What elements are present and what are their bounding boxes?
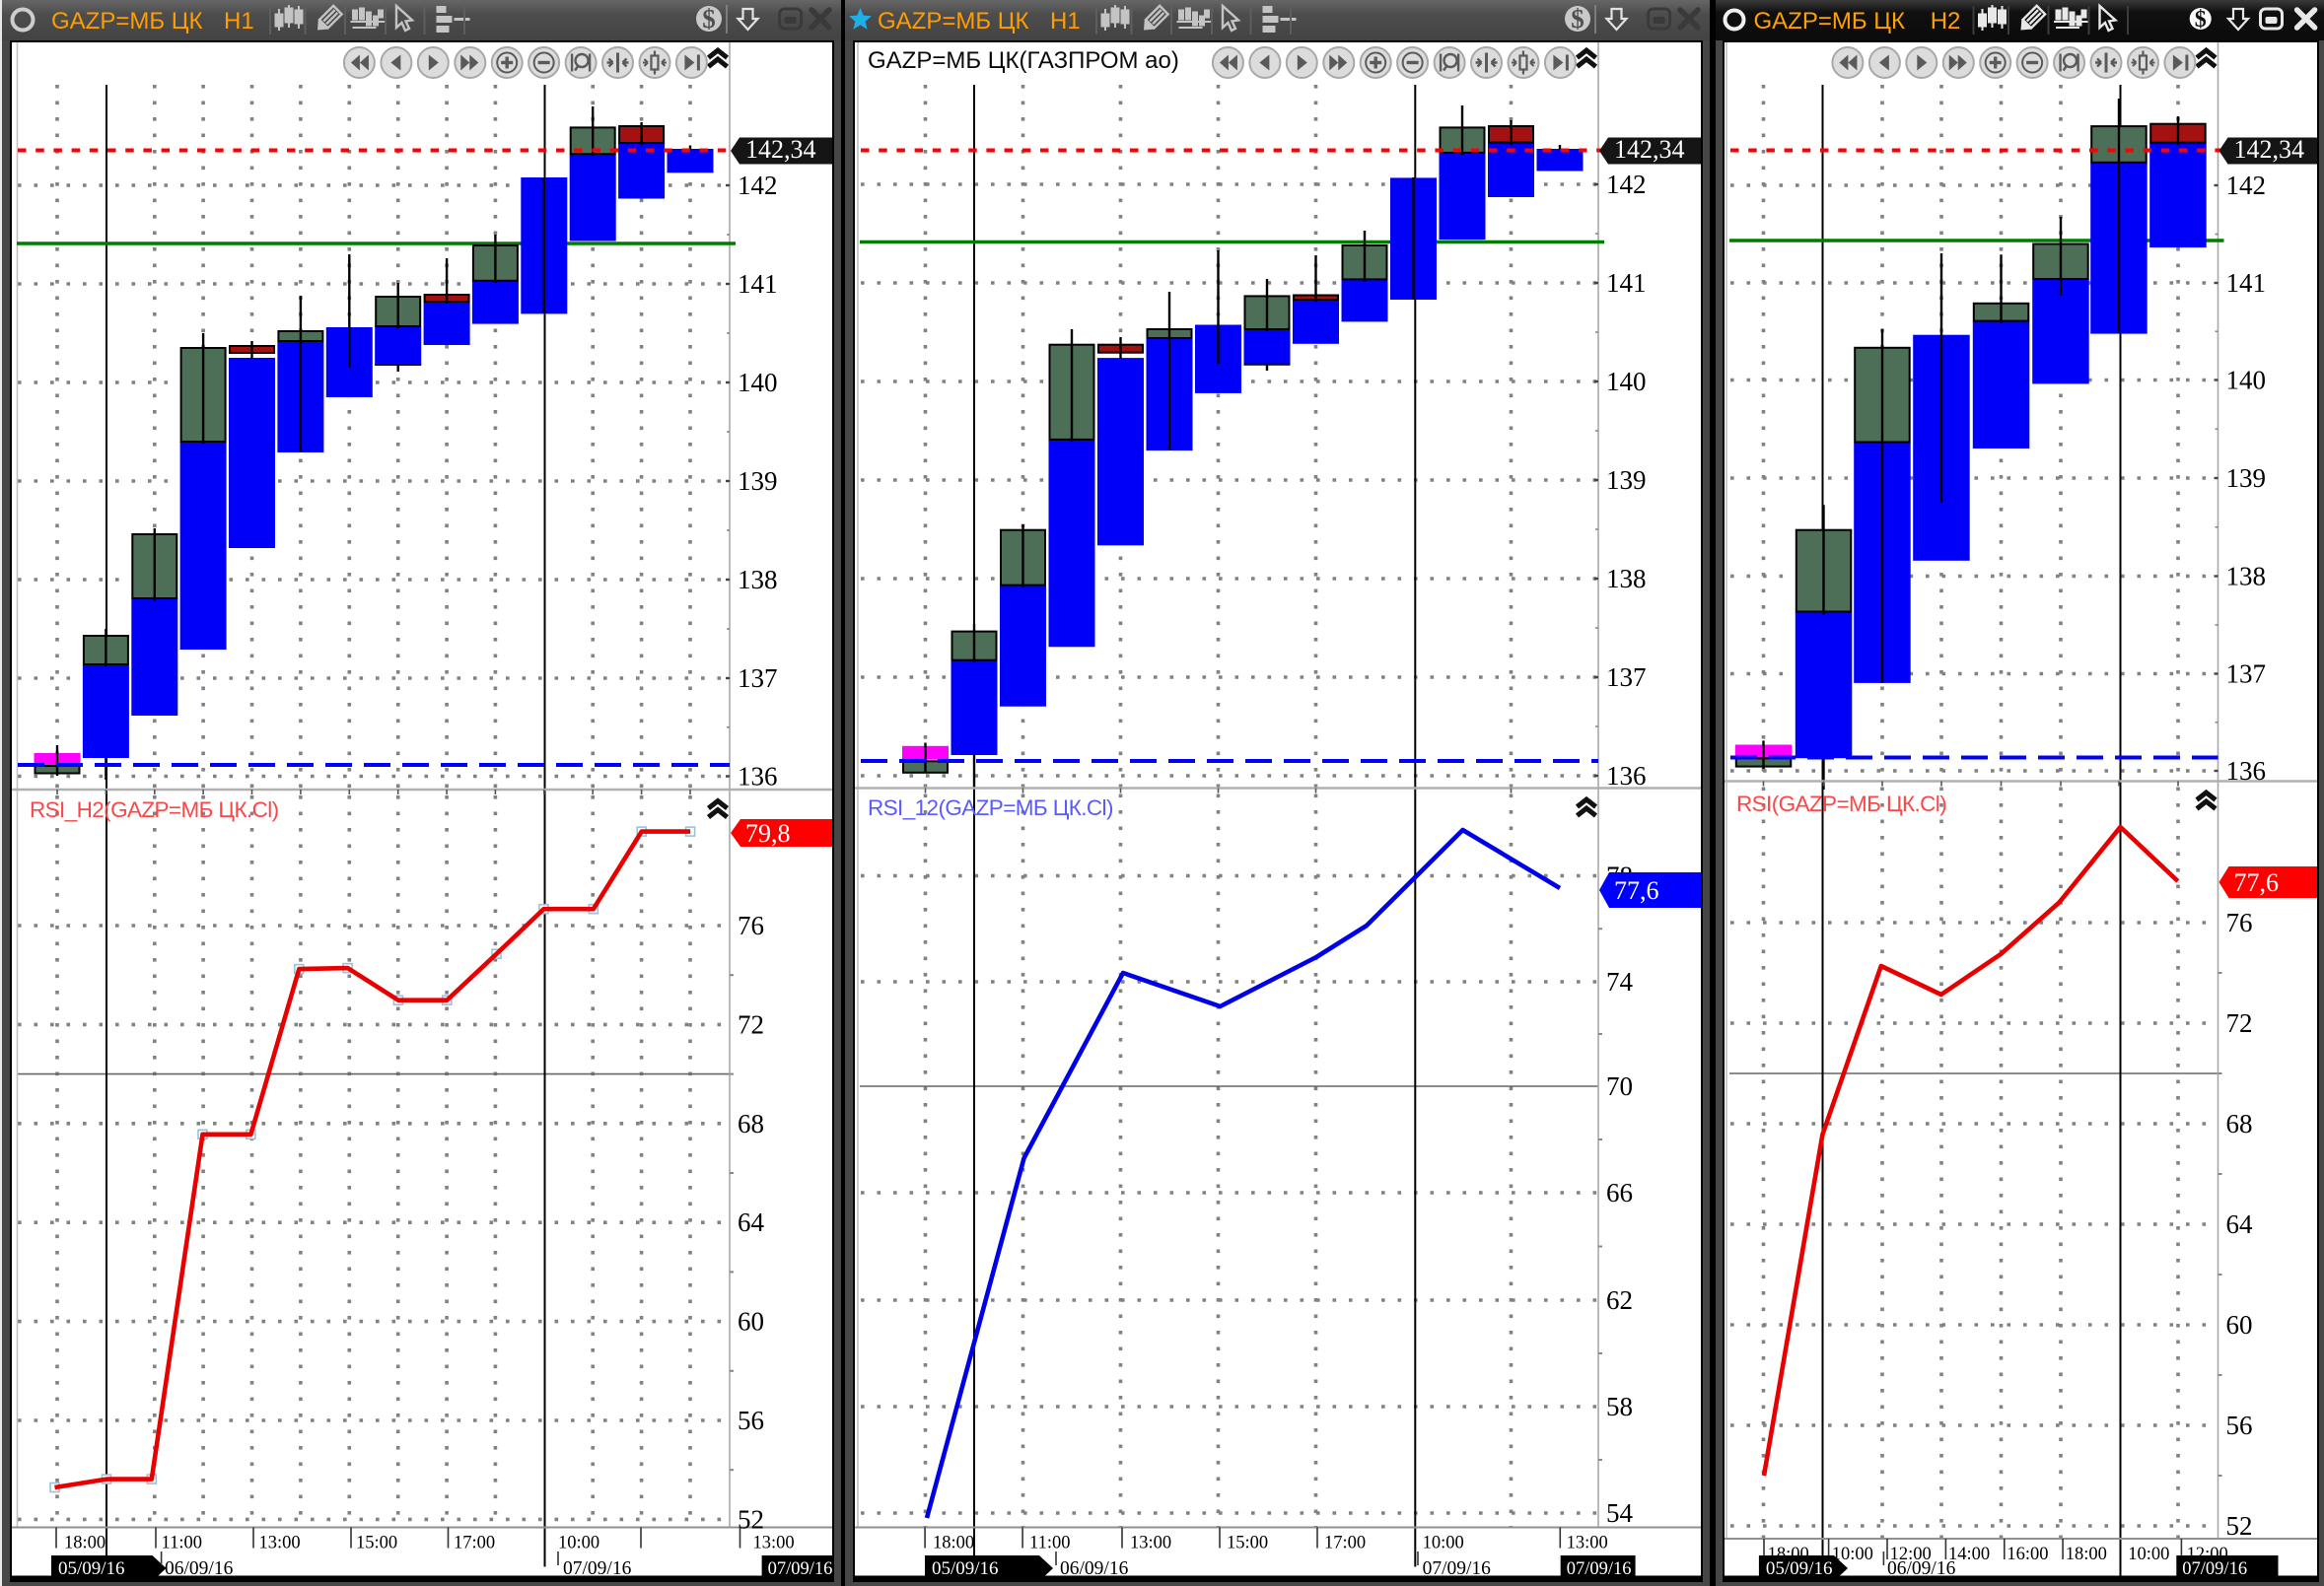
svg-text:GAZP=МБ ЦК: GAZP=МБ ЦК <box>878 8 1029 34</box>
svg-text:76: 76 <box>2226 908 2253 937</box>
svg-text:GAZP=МБ ЦК: GAZP=МБ ЦК <box>51 8 203 34</box>
svg-text:52: 52 <box>2226 1511 2253 1541</box>
svg-text:16:00: 16:00 <box>2007 1545 2048 1564</box>
svg-text:07/09/16: 07/09/16 <box>1423 1558 1492 1579</box>
svg-text:52: 52 <box>738 1504 764 1534</box>
svg-text:77,6: 77,6 <box>2234 868 2280 897</box>
svg-text:60: 60 <box>2226 1310 2253 1340</box>
svg-text:05/09/16: 05/09/16 <box>1766 1558 1833 1579</box>
svg-text:RSI_12(GAZP=МБ ЦК.Cl): RSI_12(GAZP=МБ ЦК.Cl) <box>868 795 1113 820</box>
svg-text:10:00: 10:00 <box>1832 1545 1873 1564</box>
svg-text:142,34: 142,34 <box>2234 135 2305 164</box>
svg-text:17:00: 17:00 <box>1324 1534 1366 1553</box>
svg-text:07/09/16: 07/09/16 <box>2182 1559 2247 1579</box>
svg-text:12:00: 12:00 <box>1890 1545 1932 1564</box>
svg-text:$: $ <box>2195 7 2207 33</box>
svg-text:139: 139 <box>738 466 778 496</box>
svg-text:137: 137 <box>2226 659 2267 689</box>
svg-text:07/09/16: 07/09/16 <box>563 1558 632 1579</box>
svg-text:11:00: 11:00 <box>1029 1534 1070 1553</box>
svg-text:17:00: 17:00 <box>454 1534 495 1553</box>
svg-text:72: 72 <box>738 1009 764 1039</box>
svg-text:15:00: 15:00 <box>356 1534 397 1553</box>
svg-text:H2: H2 <box>1931 8 1961 34</box>
svg-text:10:00: 10:00 <box>558 1534 599 1553</box>
svg-text:54: 54 <box>1606 1498 1634 1528</box>
svg-text:140: 140 <box>738 368 778 397</box>
svg-text:13:00: 13:00 <box>259 1534 301 1553</box>
svg-text:$: $ <box>1571 4 1585 34</box>
svg-text:07/09/16: 07/09/16 <box>768 1559 832 1579</box>
svg-text:05/09/16: 05/09/16 <box>932 1558 999 1579</box>
svg-text:137: 137 <box>738 663 778 693</box>
svg-text:79,8: 79,8 <box>745 819 791 848</box>
svg-text:13:00: 13:00 <box>1567 1534 1608 1553</box>
svg-text:11:00: 11:00 <box>162 1534 202 1553</box>
svg-text:68: 68 <box>738 1109 764 1138</box>
svg-text:141: 141 <box>1606 268 1647 298</box>
svg-text:58: 58 <box>1606 1392 1633 1421</box>
svg-text:138: 138 <box>2226 562 2267 591</box>
svg-text:13:00: 13:00 <box>753 1534 795 1553</box>
svg-text:142,34: 142,34 <box>1614 135 1685 164</box>
svg-text:141: 141 <box>2226 268 2267 298</box>
svg-text:RSI(GAZP=МБ ЦК.Cl): RSI(GAZP=МБ ЦК.Cl) <box>1736 792 1946 816</box>
svg-text:18:00: 18:00 <box>933 1534 974 1553</box>
svg-text:GAZP=МБ ЦК(ГАЗПРОМ ао): GAZP=МБ ЦК(ГАЗПРОМ ао) <box>868 47 1179 74</box>
svg-text:142: 142 <box>1606 170 1647 199</box>
svg-text:06/09/16: 06/09/16 <box>165 1558 234 1579</box>
svg-text:72: 72 <box>2226 1008 2253 1038</box>
svg-text:136: 136 <box>1606 761 1647 791</box>
svg-text:H1: H1 <box>224 8 254 34</box>
svg-text:74: 74 <box>1606 967 1634 997</box>
svg-text:76: 76 <box>738 911 764 940</box>
svg-text:14:00: 14:00 <box>1948 1545 1990 1564</box>
svg-text:56: 56 <box>2226 1411 2253 1440</box>
svg-text:$: $ <box>702 4 716 34</box>
svg-text:77,6: 77,6 <box>1614 876 1659 905</box>
svg-text:136: 136 <box>2226 756 2267 786</box>
svg-text:70: 70 <box>1606 1071 1633 1101</box>
svg-text:64: 64 <box>738 1207 765 1237</box>
svg-text:142: 142 <box>2226 171 2267 200</box>
svg-text:66: 66 <box>1606 1178 1633 1207</box>
svg-text:137: 137 <box>1606 662 1647 692</box>
svg-text:68: 68 <box>2226 1109 2253 1138</box>
svg-text:142: 142 <box>738 171 778 200</box>
svg-text:139: 139 <box>2226 463 2267 493</box>
svg-text:18:00: 18:00 <box>2066 1545 2107 1564</box>
svg-text:62: 62 <box>1606 1285 1633 1315</box>
svg-text:138: 138 <box>1606 564 1647 593</box>
svg-text:06/09/16: 06/09/16 <box>1060 1558 1129 1579</box>
svg-text:GAZP=МБ ЦК: GAZP=МБ ЦК <box>1754 8 1906 34</box>
svg-text:06/09/16: 06/09/16 <box>1887 1558 1956 1579</box>
svg-text:H1: H1 <box>1050 8 1081 34</box>
svg-text:13:00: 13:00 <box>1130 1534 1171 1553</box>
svg-text:60: 60 <box>738 1307 764 1337</box>
svg-text:136: 136 <box>738 762 778 792</box>
svg-text:142,34: 142,34 <box>745 135 816 164</box>
svg-text:18:00: 18:00 <box>64 1534 106 1553</box>
svg-text:10:00: 10:00 <box>2128 1545 2169 1564</box>
svg-text:15:00: 15:00 <box>1227 1534 1268 1553</box>
svg-text:140: 140 <box>2226 366 2267 395</box>
svg-text:RSI_H2(GAZP=МБ ЦК.Cl): RSI_H2(GAZP=МБ ЦК.Cl) <box>30 797 279 822</box>
svg-text:138: 138 <box>738 565 778 594</box>
svg-text:140: 140 <box>1606 367 1647 396</box>
svg-text:139: 139 <box>1606 465 1647 495</box>
svg-text:07/09/16: 07/09/16 <box>1567 1559 1632 1579</box>
svg-text:56: 56 <box>738 1406 764 1435</box>
svg-text:10:00: 10:00 <box>1423 1534 1464 1553</box>
svg-text:141: 141 <box>738 269 778 299</box>
svg-text:64: 64 <box>2226 1209 2254 1239</box>
svg-text:05/09/16: 05/09/16 <box>58 1558 125 1579</box>
